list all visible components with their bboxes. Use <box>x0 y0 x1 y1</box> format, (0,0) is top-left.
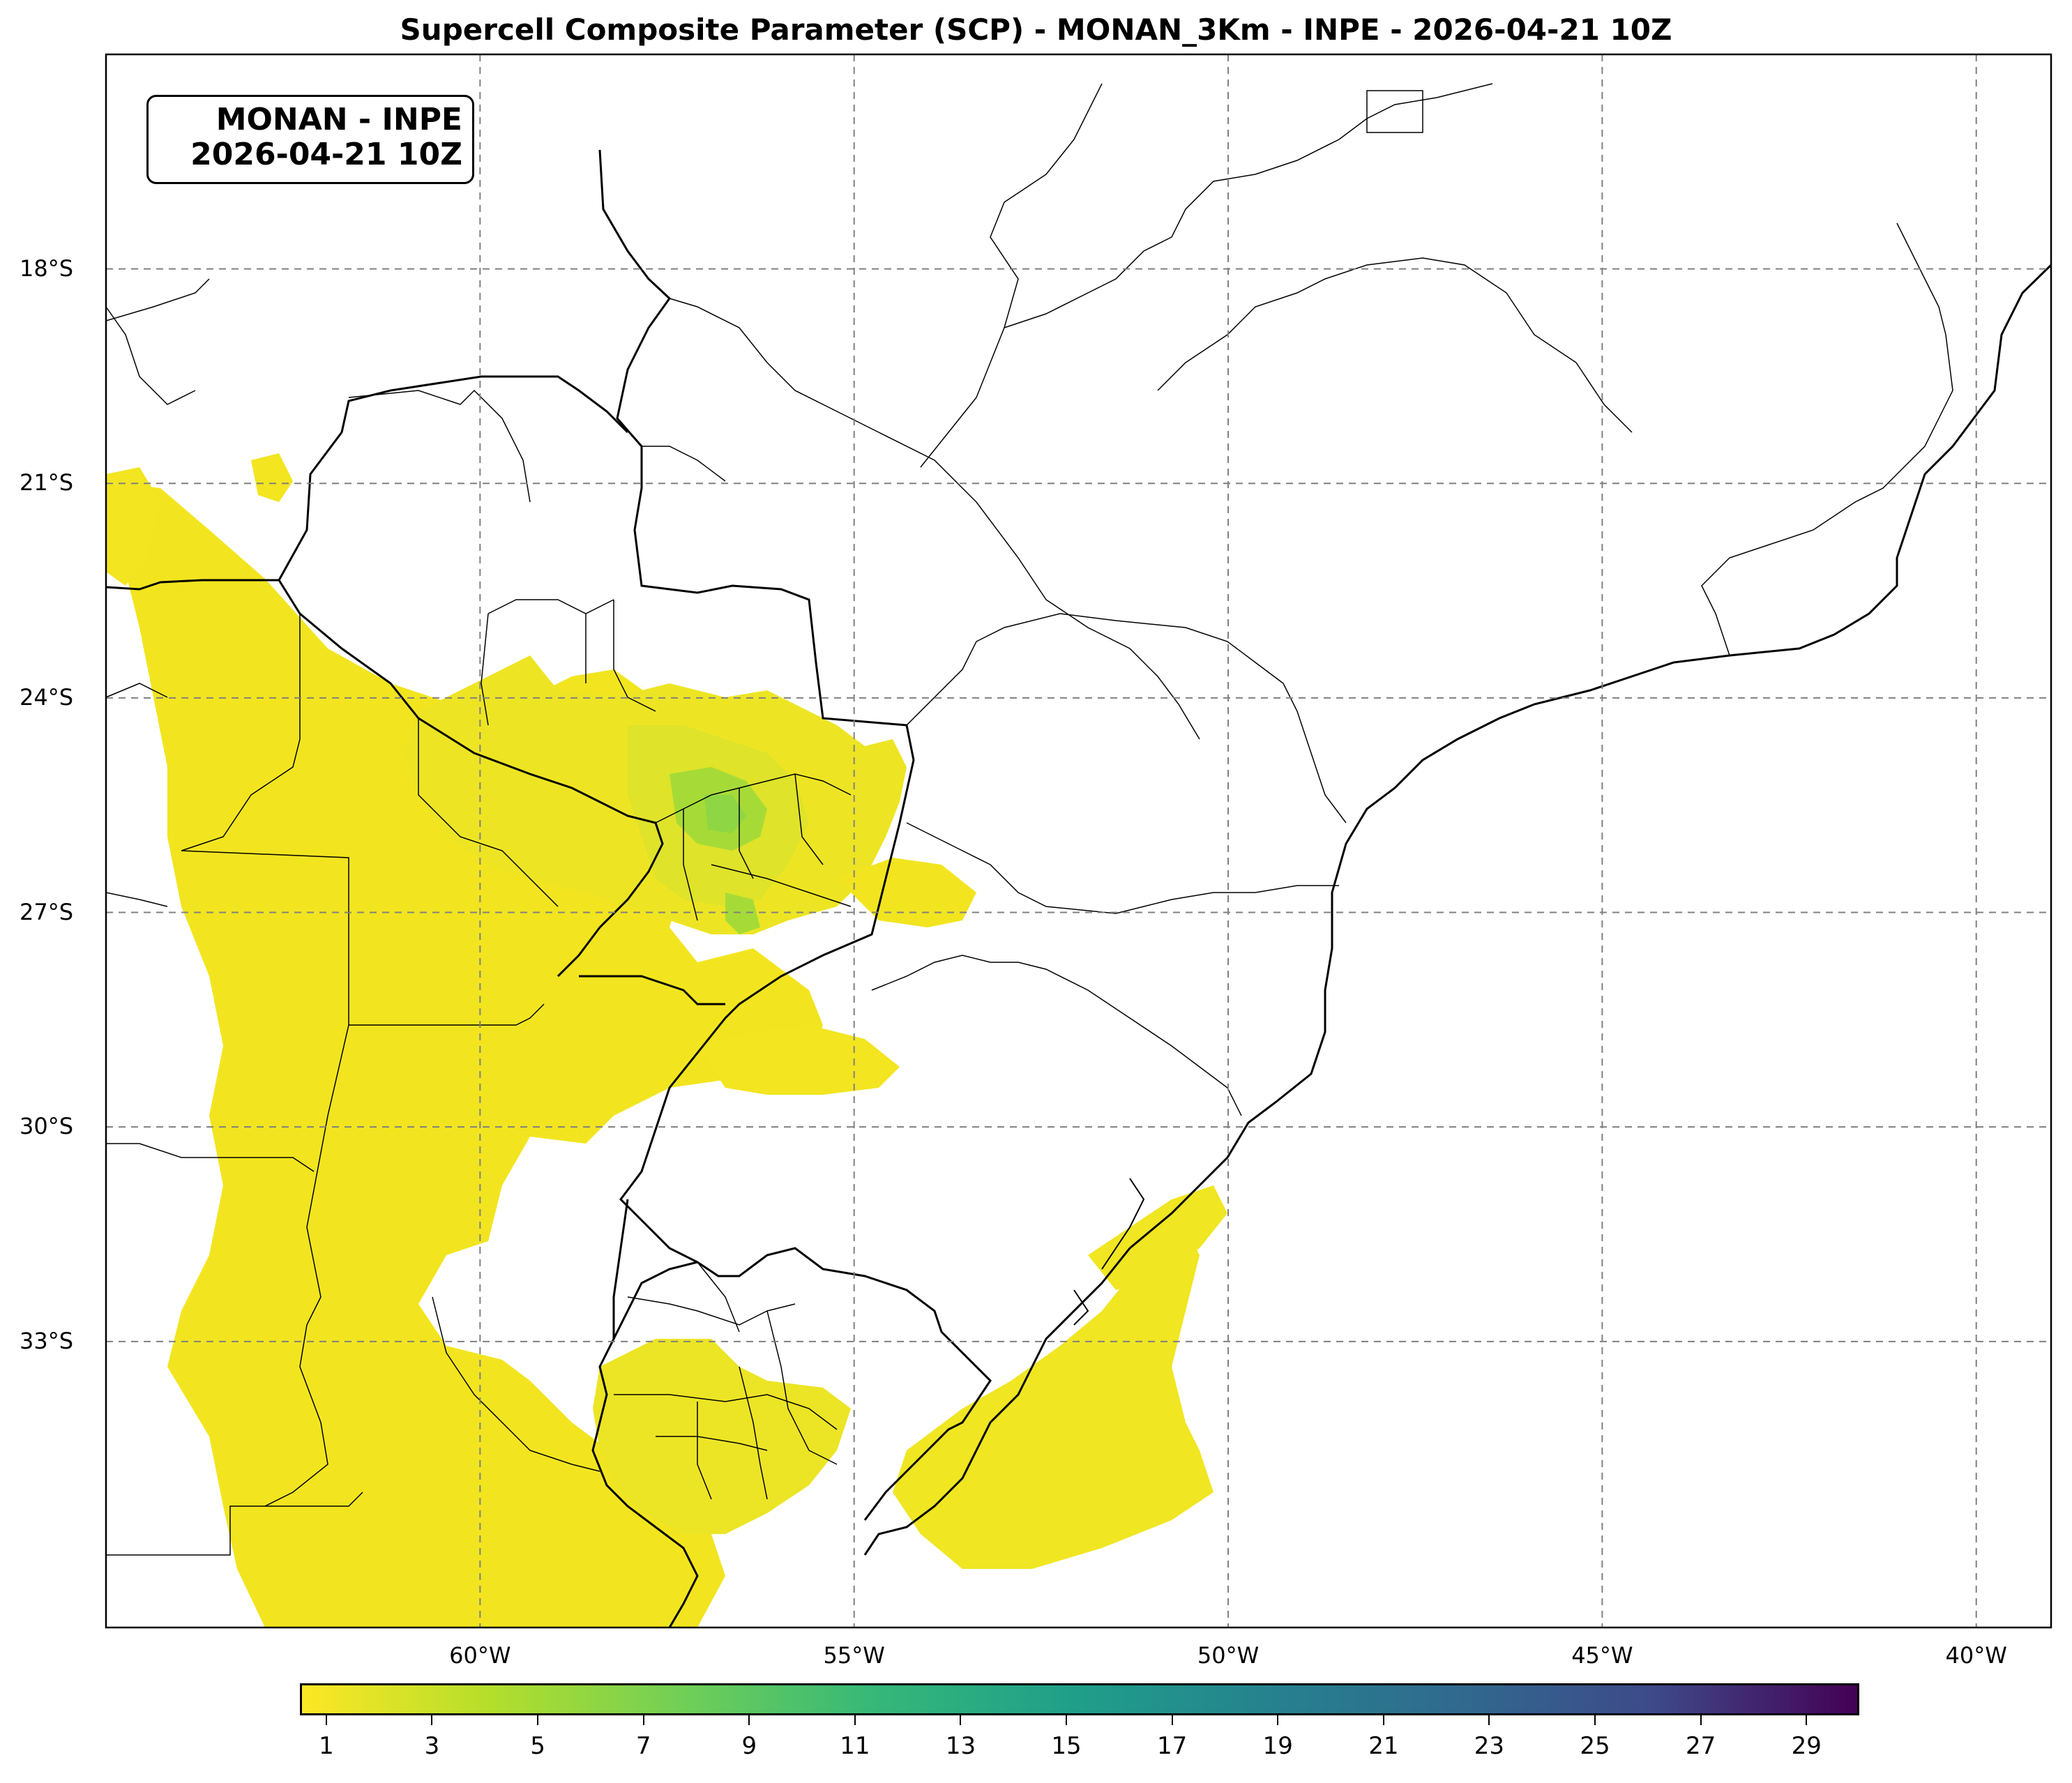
colorbar-tick <box>1700 1715 1702 1725</box>
colorbar-tick-label: 23 <box>1474 1732 1505 1760</box>
colorbar-tick <box>1594 1715 1596 1725</box>
colorbar-tick <box>1806 1715 1808 1725</box>
argentina-provinces-4 <box>106 1143 315 1172</box>
lat-label: 27°S <box>20 898 74 925</box>
colorbar-tick-label: 7 <box>635 1732 651 1760</box>
argentina-provinces-6 <box>432 1296 600 1472</box>
misiones-departments <box>655 773 852 921</box>
bolivia-departments <box>106 278 210 907</box>
colorbar-tick <box>1382 1715 1384 1725</box>
state-border-es <box>1896 222 1953 475</box>
state-border-ms-sp <box>669 298 1200 740</box>
colorbar-tick-label: 29 <box>1791 1732 1822 1760</box>
colorbar-tick <box>960 1715 962 1725</box>
uruguay-departments <box>614 1261 838 1500</box>
colorbar-tick-label: 3 <box>424 1732 440 1760</box>
argentina-provinces-5 <box>106 1492 363 1556</box>
lat-label: 30°S <box>20 1113 74 1140</box>
paraguay-border <box>106 579 664 978</box>
colorbar-tick-label: 25 <box>1580 1732 1610 1760</box>
colorbar-tick-label: 13 <box>945 1732 976 1760</box>
colorbar-tick <box>748 1715 750 1725</box>
scp-region-north-strip <box>106 467 160 586</box>
brazil-national-border <box>598 149 992 1521</box>
lon-label: 40°W <box>1945 1642 2007 1669</box>
argentina-provinces-2 <box>181 850 349 1507</box>
lat-label: 24°S <box>20 683 74 711</box>
colorbar-tick-label: 1 <box>319 1732 334 1760</box>
lat-label: 18°S <box>20 255 74 282</box>
scp-region-atlantic <box>893 1227 1213 1569</box>
scp-region-rs <box>697 1025 900 1095</box>
state-border-sp-pr <box>906 613 1347 824</box>
colorbar-tick-label: 11 <box>840 1732 870 1760</box>
uruguay-brazil-border <box>612 1261 698 1340</box>
gridlines <box>106 54 2051 1628</box>
info-box: MONAN - INPE 2026-04-21 10Z <box>146 95 474 184</box>
scp-region-uruguay <box>593 1339 851 1534</box>
political-borders <box>106 83 2051 1628</box>
colorbar-tick-label: 19 <box>1262 1732 1293 1760</box>
lon-label: 60°W <box>449 1642 511 1669</box>
colorbar-tick-label: 27 <box>1685 1732 1716 1760</box>
colorbar-tick <box>537 1715 539 1725</box>
colorbar-tick <box>431 1715 433 1725</box>
map-title: Supercell Composite Parameter (SCP) - MO… <box>400 13 1672 47</box>
colorbar-tick-label: 5 <box>530 1732 545 1760</box>
state-border-sc-rs <box>871 955 1242 1116</box>
paraguay-north <box>278 375 629 581</box>
colorbar-tick-label: 9 <box>741 1732 757 1760</box>
lat-label: 21°S <box>20 469 74 496</box>
colorbar-tick <box>325 1715 327 1725</box>
paraguay-departments <box>418 599 656 907</box>
atlantic-coastline <box>863 264 2051 1556</box>
state-border-rj <box>1701 473 1898 656</box>
map-frame <box>105 53 2052 1629</box>
colorbar-tick <box>1488 1715 1490 1725</box>
info-box-line2: 2026-04-21 10Z <box>190 137 462 172</box>
mt-internal-border <box>1366 90 1423 133</box>
scp-region-north-patch <box>251 453 293 502</box>
colorbar-tick <box>1277 1715 1279 1725</box>
scp-core-green-2 <box>704 795 746 833</box>
scp-field <box>106 453 1227 1628</box>
scp-core-green-3 <box>725 893 760 934</box>
state-border-pr-sc <box>906 822 1339 914</box>
argentina-provinces-3 <box>349 1003 545 1026</box>
info-box-line1: MONAN - INPE <box>215 102 462 137</box>
scp-region-parana-east <box>837 858 976 927</box>
lon-label: 55°W <box>823 1642 885 1669</box>
uruguay-river <box>591 1199 699 1628</box>
colorbar-tick <box>1171 1715 1173 1725</box>
scp-region-coast-south <box>1088 1185 1227 1290</box>
state-border-mg-sp <box>1157 257 1633 433</box>
colorbar-tick <box>1066 1715 1068 1725</box>
colorbar-tick-label: 17 <box>1157 1732 1188 1760</box>
rs-internal-lakes <box>1073 1178 1145 1326</box>
colorbar-tick-label: 21 <box>1368 1732 1399 1760</box>
ms-internal-border <box>348 389 726 503</box>
argentina-provinces-1 <box>181 614 301 851</box>
state-border-mg <box>920 83 1103 468</box>
colorbar-tick <box>854 1715 856 1725</box>
lat-label: 33°S <box>20 1327 74 1354</box>
colorbar-tick <box>642 1715 644 1725</box>
lon-label: 45°W <box>1571 1642 1633 1669</box>
state-border-go <box>1004 83 1493 328</box>
lon-label: 50°W <box>1197 1642 1260 1669</box>
colorbar <box>300 1683 1859 1715</box>
colorbar-tick-label: 15 <box>1051 1732 1082 1760</box>
argentina-entre-rios <box>579 975 725 1006</box>
